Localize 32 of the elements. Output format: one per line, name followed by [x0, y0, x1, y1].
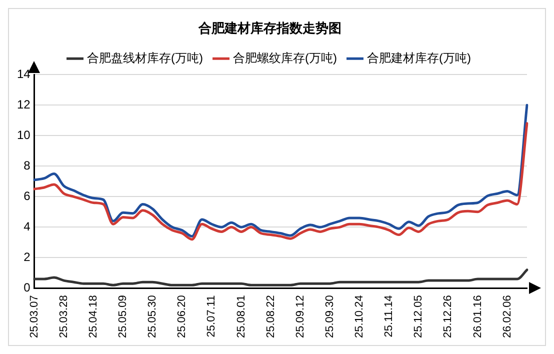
line-series — [33, 122, 528, 241]
legend-label: 合肥盘线材库存(万吨) — [87, 50, 204, 65]
y-tick-label: 8 — [24, 158, 31, 172]
x-tick-label: 25.10.24 — [354, 295, 366, 338]
y-tick-label: 12 — [16, 97, 31, 112]
x-tick-label: 25.03.28 — [58, 295, 70, 338]
y-tick-label: 14 — [16, 66, 31, 81]
x-tick-label: 25.03.07 — [28, 295, 40, 338]
x-tick-label: 25.09.12 — [294, 295, 306, 338]
chart-title: 合肥建材库存指数走势图 — [198, 20, 342, 36]
line-series — [33, 104, 528, 238]
x-tick-label: 25.08.22 — [264, 295, 277, 338]
x-tick-label: 25.11.14 — [383, 295, 396, 338]
x-tick-label: 25.07.11 — [206, 295, 218, 338]
y-tick-label: 6 — [24, 188, 31, 203]
x-tick-label: 25.04.18 — [87, 295, 100, 338]
x-tick-label: 25.09.30 — [324, 295, 336, 338]
y-tick-label: 0 — [24, 280, 31, 294]
x-tick-label: 26.01.16 — [472, 295, 484, 338]
x-tick-label: 26.02.06 — [501, 295, 514, 338]
y-tick-label: 2 — [24, 250, 31, 264]
x-tick-label: 25.05.09 — [117, 295, 130, 338]
legend-label: 合肥建材库存(万吨) — [366, 50, 471, 65]
y-tick-label: 4 — [24, 219, 31, 234]
y-tick-label: 10 — [16, 128, 31, 142]
x-tick-label: 25.12.05 — [412, 295, 425, 338]
line-series — [33, 268, 528, 286]
legend-label: 合肥螺纹库存(万吨) — [233, 50, 338, 65]
x-tick-label: 25.08.01 — [235, 295, 248, 338]
x-tick-label: 25.05.30 — [146, 295, 159, 338]
x-tick-label: 25.12.26 — [442, 295, 454, 338]
x-tick-label: 25.06.20 — [176, 295, 188, 338]
